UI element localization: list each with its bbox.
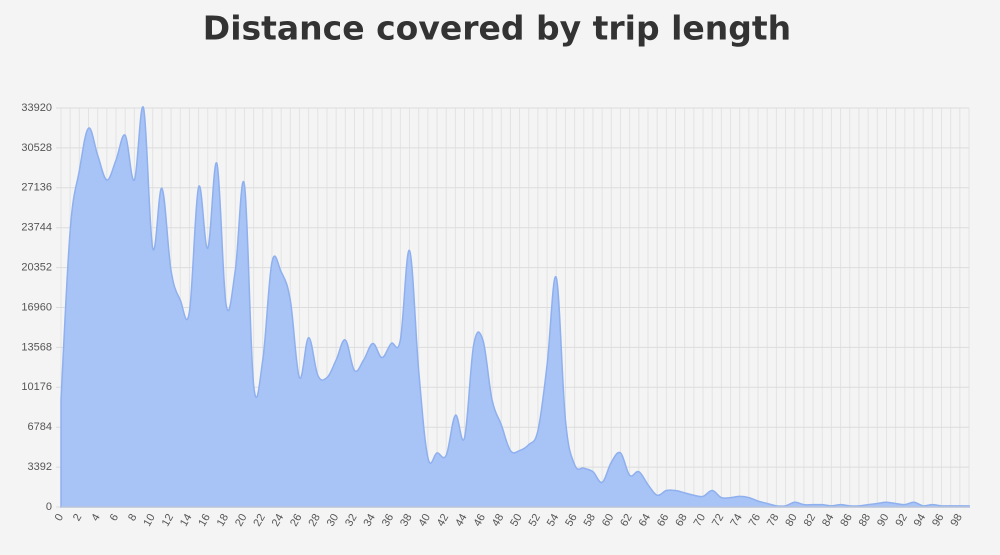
y-tick-label: 6784 bbox=[28, 421, 52, 433]
x-tick-label: 10 bbox=[141, 512, 158, 529]
x-tick-label: 22 bbox=[251, 512, 268, 529]
y-tick-label: 3392 bbox=[28, 461, 52, 473]
x-tick-label: 42 bbox=[435, 512, 452, 529]
x-tick-label: 34 bbox=[361, 512, 378, 529]
x-tick-label: 2 bbox=[71, 512, 84, 523]
x-tick-label: 40 bbox=[416, 512, 433, 529]
x-tick-label: 58 bbox=[582, 512, 599, 529]
x-tick-label: 4 bbox=[89, 512, 102, 523]
x-tick-label: 62 bbox=[618, 512, 635, 529]
x-tick-label: 82 bbox=[802, 512, 819, 529]
x-tick-label: 52 bbox=[527, 512, 544, 529]
x-tick-label: 48 bbox=[490, 512, 507, 529]
x-tick-label: 76 bbox=[747, 512, 764, 529]
y-tick-label: 27136 bbox=[21, 182, 52, 194]
x-tick-label: 50 bbox=[508, 512, 525, 529]
x-tick-label: 36 bbox=[380, 512, 397, 529]
y-tick-label: 30528 bbox=[21, 142, 52, 154]
x-tick-label: 24 bbox=[270, 512, 287, 529]
x-tick-label: 92 bbox=[893, 512, 910, 529]
x-tick-label: 88 bbox=[857, 512, 874, 529]
x-tick-label: 0 bbox=[53, 512, 66, 523]
x-tick-label: 70 bbox=[692, 512, 709, 529]
x-tick-label: 66 bbox=[655, 512, 672, 529]
x-tick-label: 96 bbox=[930, 512, 947, 529]
x-tick-label: 18 bbox=[215, 512, 232, 529]
x-tick-label: 98 bbox=[948, 512, 965, 529]
x-tick-label: 86 bbox=[838, 512, 855, 529]
y-tick-label: 20352 bbox=[21, 262, 52, 274]
y-tick-label: 0 bbox=[46, 501, 52, 513]
x-tick-label: 68 bbox=[673, 512, 690, 529]
x-tick-label: 74 bbox=[728, 512, 745, 529]
x-tick-label: 30 bbox=[325, 512, 342, 529]
x-tick-label: 44 bbox=[453, 512, 470, 529]
x-tick-label: 54 bbox=[545, 512, 562, 529]
y-tick-label: 10176 bbox=[21, 381, 52, 393]
y-tick-label: 33920 bbox=[21, 102, 52, 114]
x-tick-label: 20 bbox=[233, 512, 250, 529]
x-tick-label: 94 bbox=[912, 512, 929, 529]
y-tick-label: 23744 bbox=[21, 222, 52, 234]
y-tick-label: 13568 bbox=[21, 341, 52, 353]
x-tick-label: 38 bbox=[398, 512, 415, 529]
chart-title: Distance covered by trip length bbox=[203, 9, 791, 48]
x-tick-label: 12 bbox=[160, 512, 177, 529]
x-tick-label: 56 bbox=[563, 512, 580, 529]
x-tick-label: 32 bbox=[343, 512, 360, 529]
x-tick-label: 84 bbox=[820, 512, 837, 529]
x-tick-label: 28 bbox=[306, 512, 323, 529]
x-tick-label: 14 bbox=[178, 512, 195, 529]
x-tick-label: 72 bbox=[710, 512, 727, 529]
y-tick-label: 16960 bbox=[21, 301, 52, 313]
x-tick-label: 60 bbox=[600, 512, 617, 529]
x-tick-label: 6 bbox=[108, 512, 121, 523]
x-tick-label: 64 bbox=[637, 512, 654, 529]
area bbox=[60, 106, 970, 508]
x-tick-label: 46 bbox=[471, 512, 488, 529]
x-tick-label: 90 bbox=[875, 512, 892, 529]
x-tick-label: 8 bbox=[126, 512, 139, 523]
x-tick-label: 80 bbox=[783, 512, 800, 529]
x-tick-label: 16 bbox=[196, 512, 213, 529]
x-tick-label: 26 bbox=[288, 512, 305, 529]
x-tick-label: 78 bbox=[765, 512, 782, 529]
